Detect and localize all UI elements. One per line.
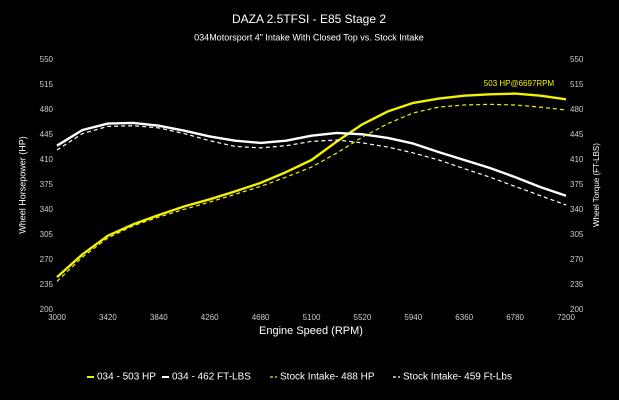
- x-tick-label: 3420: [99, 313, 117, 322]
- y2-tick-label: 515: [570, 80, 584, 89]
- y-tick-label: 340: [40, 205, 54, 214]
- series-line: [56, 125, 567, 206]
- annotation: 503 HP@6697RPM: [484, 79, 555, 88]
- x-axis-label: Engine Speed (RPM): [259, 325, 363, 337]
- x-tick-label: 3840: [150, 313, 168, 322]
- y2-tick-label: 305: [570, 230, 584, 239]
- legend-label: Stock Intake- 488 HP: [280, 372, 375, 383]
- y-tick-label: 410: [40, 155, 54, 164]
- x-tick-label: 5100: [303, 313, 321, 322]
- y-tick-label: 445: [40, 130, 54, 139]
- x-tick-label: 6780: [506, 313, 524, 322]
- chart-title: DAZA 2.5TFSI - E85 Stage 2: [232, 12, 386, 26]
- x-tick-label: 5520: [354, 313, 372, 322]
- y-tick-label: 515: [40, 80, 54, 89]
- y-tick-label: 550: [40, 55, 54, 64]
- series-line: [56, 92, 567, 278]
- legend-label: 034 - 462 FT-LBS: [172, 372, 251, 383]
- series-line: [56, 103, 567, 282]
- x-tick-label: 7200: [557, 313, 575, 322]
- y2-tick-label: 480: [570, 105, 584, 114]
- y-tick-label: 235: [40, 280, 54, 289]
- y2-tick-label: 235: [570, 280, 584, 289]
- y-tick-label: 480: [40, 105, 54, 114]
- x-tick-label: 4260: [201, 313, 219, 322]
- series-line: [56, 121, 567, 197]
- chart-subtitle: 034Motorsport 4" Intake With Closed Top …: [194, 32, 424, 42]
- y-tick-label: 305: [40, 230, 54, 239]
- legend-label: 034 - 503 HP: [97, 372, 156, 383]
- y-tick-label: 270: [40, 255, 54, 264]
- y-tick-label: 200: [40, 305, 54, 314]
- y2-tick-label: 550: [570, 55, 584, 64]
- y2-tick-label: 200: [570, 305, 584, 314]
- y2-tick-label: 445: [570, 130, 584, 139]
- y2-tick-label: 410: [570, 155, 584, 164]
- y2-tick-label: 270: [570, 255, 584, 264]
- y2-tick-label: 375: [570, 180, 584, 189]
- y2-axis-label: Wheel Torque (FT-LBS): [592, 143, 601, 227]
- legend-label: Stock Intake- 459 Ft-Lbs: [403, 372, 512, 383]
- y2-tick-label: 340: [570, 205, 584, 214]
- x-tick-label: 6360: [455, 313, 473, 322]
- y-axis-label: Wheel Horsepower (HP): [17, 136, 27, 234]
- y-tick-label: 375: [40, 180, 54, 189]
- x-tick-label: 3000: [48, 313, 66, 322]
- x-tick-label: 5940: [404, 313, 422, 322]
- x-tick-label: 4680: [252, 313, 270, 322]
